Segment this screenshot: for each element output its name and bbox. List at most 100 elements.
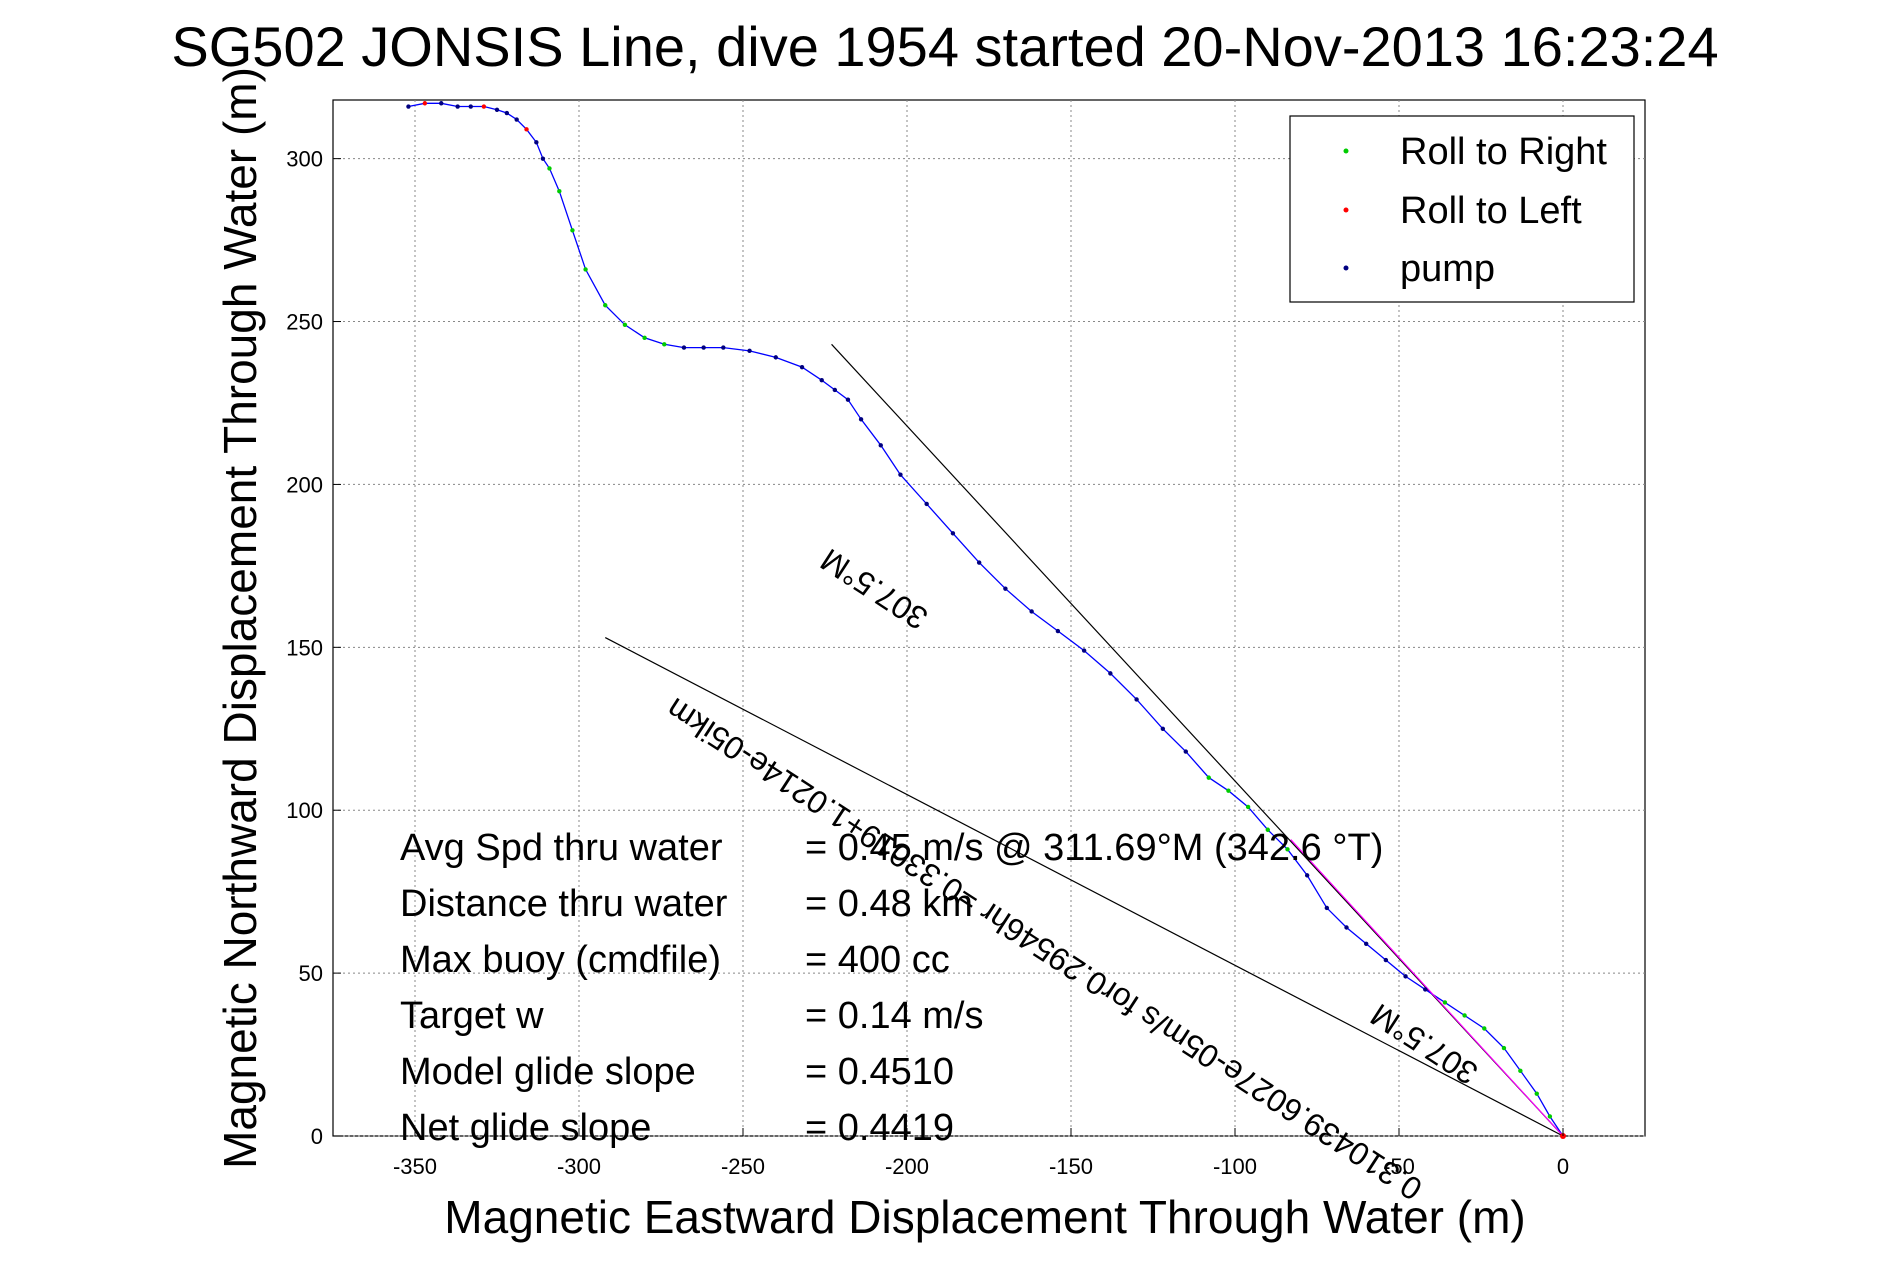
track-point — [1081, 648, 1087, 653]
legend-label: Roll to Left — [1400, 190, 1582, 232]
track-point — [898, 472, 903, 477]
stats-block: Avg Spd thru water = 0.45 m/s @ 311.69°M… — [400, 827, 1383, 1149]
track-point — [422, 101, 428, 106]
track-point — [701, 345, 706, 350]
track-markers — [406, 101, 1566, 1139]
y-tick-label: 150 — [286, 635, 323, 660]
stat-label: Model glide slope — [400, 1051, 696, 1093]
legend-label: Roll to Right — [1400, 131, 1607, 173]
track-point — [681, 345, 687, 350]
y-axis-ticks: 0 50 100 150 200 250 300 — [286, 147, 341, 1149]
stat-label: Net glide slope — [400, 1107, 651, 1149]
track-point — [924, 501, 929, 507]
track-point — [1501, 1045, 1507, 1051]
track-point — [799, 364, 805, 370]
track-point — [1226, 788, 1231, 793]
track-point — [570, 228, 575, 233]
track-point — [1534, 1091, 1539, 1096]
stat-label: Target w — [400, 995, 544, 1037]
x-tick-label: 0 — [1557, 1154, 1569, 1179]
track-point — [1160, 726, 1166, 731]
legend-marker-pump — [1343, 265, 1349, 271]
x-axis-ticks: -350 -300 -250 -200 -150 -100 -50 0 — [393, 1128, 1569, 1179]
track-point — [547, 166, 552, 171]
track-point — [858, 417, 864, 422]
track-point — [603, 303, 608, 308]
track-point — [1462, 1013, 1467, 1018]
track-point — [819, 377, 824, 383]
track-point — [976, 560, 982, 565]
track-point — [721, 345, 726, 350]
y-axis-label: Magnetic Northward Displacement Through … — [214, 67, 266, 1169]
track-point — [832, 387, 838, 393]
track-point — [406, 104, 411, 109]
fit-line — [1290, 839, 1564, 1137]
stat-label: Max buoy (cmdfile) — [400, 939, 721, 981]
x-tick-label: -150 — [1049, 1154, 1093, 1179]
y-tick-label: 0 — [311, 1124, 323, 1149]
track-point — [481, 104, 487, 109]
legend-marker-roll-right — [1343, 148, 1349, 154]
track-point — [1245, 804, 1251, 810]
stat-value: = 400 cc — [805, 939, 950, 981]
track-point — [1304, 873, 1310, 878]
x-tick-label: -200 — [885, 1154, 929, 1179]
track-point — [557, 189, 562, 194]
track-point — [1442, 1000, 1448, 1005]
track-point — [1482, 1026, 1487, 1031]
track-point — [1265, 827, 1271, 832]
track-point — [845, 397, 851, 402]
track-point — [524, 127, 529, 132]
track-point — [1403, 974, 1408, 979]
track-point — [1108, 671, 1113, 676]
track-point — [1518, 1068, 1523, 1074]
legend-label: pump — [1400, 248, 1495, 290]
track-point — [583, 267, 588, 272]
x-tick-label: -50 — [1383, 1154, 1415, 1179]
grid-lines — [333, 100, 1645, 1137]
track-point — [1547, 1114, 1553, 1119]
chart-title: SG502 JONSIS Line, dive 1954 started 20-… — [171, 15, 1718, 78]
track-point — [1134, 697, 1139, 702]
x-tick-label: -100 — [1213, 1154, 1257, 1179]
track-point — [747, 348, 752, 354]
x-tick-label: -350 — [393, 1154, 437, 1179]
legend: Roll to Right Roll to Left pump — [1289, 115, 1635, 303]
stat-value: = 0.14 m/s — [805, 995, 983, 1037]
stat-value: = 0.4510 — [805, 1051, 954, 1093]
track-point — [1029, 609, 1034, 614]
track-point — [439, 101, 444, 106]
track-point — [662, 342, 667, 347]
track-point — [1344, 925, 1349, 930]
track-point — [1206, 775, 1211, 780]
track-point — [1383, 957, 1389, 963]
track-point — [642, 335, 647, 341]
track-point — [1055, 628, 1061, 634]
stat-label: Avg Spd thru water — [400, 827, 723, 869]
stat-label: Distance thru water — [400, 883, 728, 925]
track-point — [504, 110, 510, 116]
reference-line — [604, 637, 1564, 1137]
y-tick-label: 250 — [286, 310, 323, 335]
track-point — [514, 117, 519, 122]
track-point — [534, 140, 539, 145]
track-point — [1003, 586, 1008, 591]
track-point — [494, 107, 500, 112]
track-point — [455, 104, 460, 109]
x-tick-label: -250 — [721, 1154, 765, 1179]
x-axis-label: Magnetic Eastward Displacement Through W… — [444, 1191, 1525, 1243]
x-tick-label: -300 — [557, 1154, 601, 1179]
track-point — [1324, 905, 1330, 911]
track-point — [1183, 749, 1189, 754]
track-point — [1423, 987, 1428, 992]
track-point — [622, 322, 628, 327]
y-tick-label: 300 — [286, 147, 323, 172]
track-point — [1364, 941, 1369, 946]
stat-value: = 0.45 m/s @ 311.69°M (342.6 °T) — [805, 827, 1383, 869]
track-point — [540, 156, 546, 161]
track-point — [950, 531, 956, 536]
y-tick-label: 50 — [299, 961, 323, 986]
track-point — [878, 443, 883, 448]
track-point — [468, 104, 473, 109]
